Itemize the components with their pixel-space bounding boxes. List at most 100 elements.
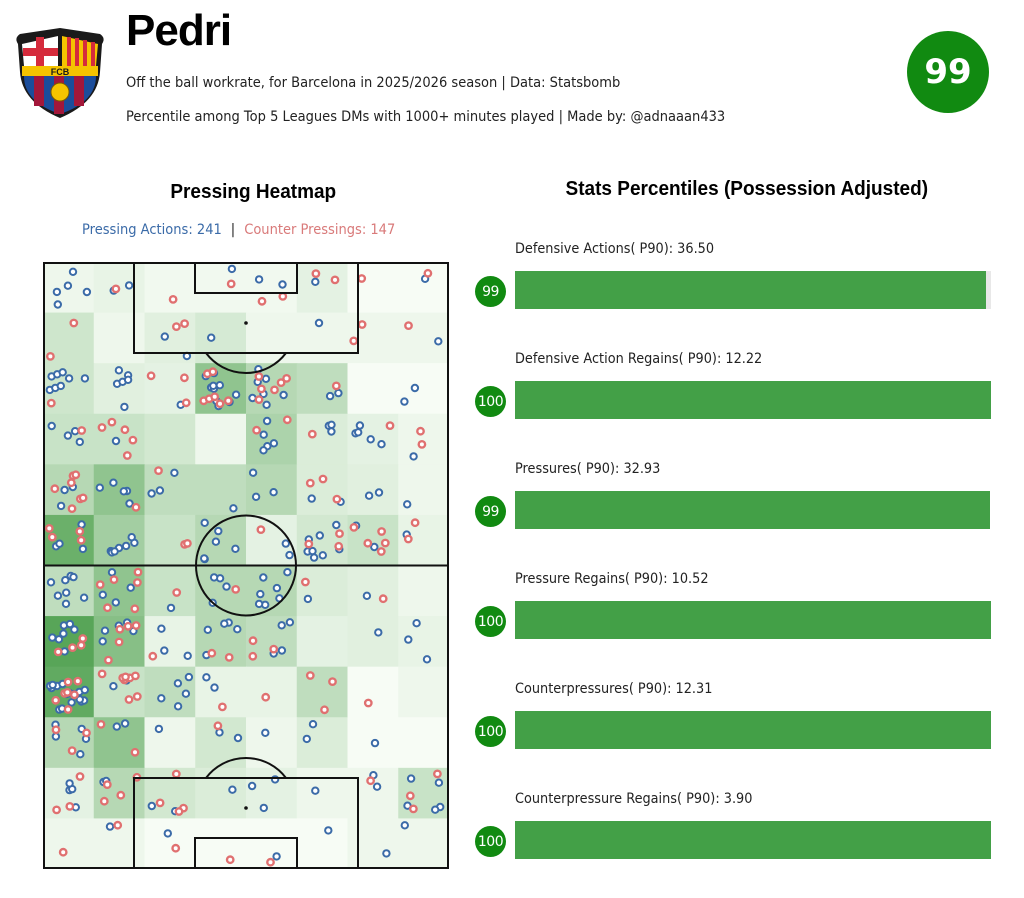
pressing-action-marker [107, 568, 117, 577]
stat-label: Defensive Action Regains( P90): 12.22 [515, 351, 763, 367]
counter-pressing-marker [75, 772, 85, 781]
pressing-action-marker [372, 782, 382, 791]
pressing-action-marker [259, 430, 268, 439]
counter-pressing-marker [256, 525, 266, 534]
pressing-action-marker [248, 468, 258, 477]
counter-pressing-marker [252, 425, 262, 435]
pressing-action-marker [410, 383, 420, 393]
heatmap-cell [398, 717, 449, 769]
pressing-action-marker [109, 478, 118, 487]
counter-pressing-marker [225, 855, 235, 865]
fcb-crest-logo: FCB [16, 28, 104, 118]
pressing-action-marker [200, 554, 209, 563]
pressing-action-marker [207, 333, 216, 342]
counter-pressing-marker [168, 295, 178, 304]
counter-pressing-marker [121, 672, 130, 682]
pressing-action-marker [400, 821, 409, 830]
stat-label: Defensive Actions( P90): 36.50 [515, 241, 715, 257]
pressing-action-marker [285, 618, 295, 627]
pressing-action-marker [65, 779, 74, 788]
heatmap-cell [195, 818, 247, 869]
pressing-action-marker [173, 679, 183, 688]
counter-pressing-marker [113, 820, 123, 830]
pressing-action-marker [334, 388, 343, 398]
counter-pressing-marker [304, 539, 314, 549]
stats-title: Stats Percentiles (Possession Adjusted) [565, 178, 929, 200]
counter-pressing-marker [103, 603, 112, 613]
pressing-action-marker [412, 619, 421, 628]
heatmap-cell [246, 666, 298, 718]
counter-pressing-marker [155, 798, 165, 808]
heatmap-cell [144, 818, 196, 869]
pressing-action-marker [283, 568, 292, 577]
pressing-action-marker [126, 583, 135, 592]
counter-pressing-marker [114, 637, 124, 647]
counter-pressing-marker [248, 651, 258, 661]
pressing-action-marker [160, 332, 170, 341]
counter-pressing-marker [130, 604, 140, 614]
counter-pressing-marker [133, 567, 143, 577]
pressing-action-marker [229, 504, 238, 513]
pressing-action-marker [247, 781, 257, 791]
pressing-action-marker [63, 431, 73, 440]
counter-pressing-marker [328, 677, 337, 686]
pressing-action-marker [51, 732, 61, 741]
pressing-action-marker [259, 573, 268, 582]
counter-pressing-marker [62, 687, 72, 697]
pressing-action-marker [327, 427, 336, 436]
overall-percentile-badge: 99 [907, 31, 989, 113]
counter-pressing-marker [95, 580, 105, 589]
heatmap-cell [347, 666, 399, 718]
counter-pressing-marker [51, 695, 61, 705]
counter-pressing-marker [282, 415, 292, 425]
pressing-action-marker [404, 635, 413, 644]
counter-pressing-marker [257, 296, 267, 306]
pressing-action-marker [269, 488, 278, 497]
pressing-action-marker [400, 397, 409, 406]
counter-pressing-marker [102, 780, 112, 789]
pressing-action-marker [215, 728, 224, 737]
counter-pressing-marker [65, 802, 75, 811]
pressing-action-marker [100, 626, 110, 635]
heatmap-cell [246, 767, 298, 819]
heatmap-cell [398, 565, 449, 617]
pressing-action-marker [377, 440, 386, 449]
counter-pressing-marker [210, 392, 220, 402]
pressing-action-marker [370, 738, 380, 748]
counter-pressing-marker [115, 624, 125, 634]
pressing-action-marker [325, 391, 335, 401]
counter-pressing-marker [130, 747, 140, 757]
counter-pressing-marker [404, 321, 413, 330]
pressing-action-marker [173, 702, 183, 711]
pressing-action-marker [406, 774, 416, 783]
pressing-action-marker [109, 682, 118, 691]
counter-pressing-marker [63, 677, 73, 687]
pressing-action-marker [53, 591, 63, 600]
pressing-action-marker [114, 366, 124, 375]
counter-pressing-marker [67, 746, 77, 755]
counter-pressing-marker [171, 769, 181, 779]
counter-pressing-marker [254, 372, 264, 381]
pressing-action-marker [332, 520, 341, 530]
pressing-action-marker [209, 573, 219, 582]
pressing-action-marker [355, 421, 365, 430]
heatmap-cell [296, 767, 348, 819]
counter-pressing-marker [248, 636, 258, 646]
counter-pressing-marker [66, 478, 76, 488]
pressing-action-marker [48, 680, 57, 690]
pressing-action-marker [324, 826, 333, 835]
counter-pressing-marker [408, 804, 418, 814]
counter-pressing-marker [124, 695, 134, 704]
pressing-action-marker [46, 578, 56, 587]
pressing-action-marker [233, 733, 243, 743]
counter-pressing-marker [305, 671, 315, 680]
pressing-action-marker [64, 374, 74, 383]
pressing-action-marker [59, 629, 68, 638]
counter-pressing-marker [318, 474, 328, 484]
pressing-action-marker [254, 599, 264, 609]
counter-pressing-marker [132, 692, 142, 701]
counter-pressing-marker [223, 396, 233, 406]
pressing-action-marker [121, 541, 131, 551]
heatmap-cell [195, 312, 247, 364]
pressing-action-marker [170, 468, 179, 478]
